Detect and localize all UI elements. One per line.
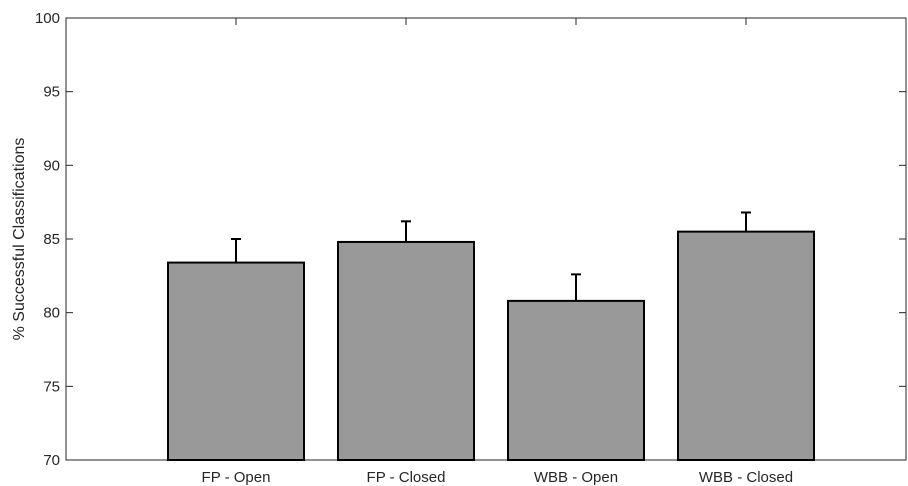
- y-tick-label: 90: [43, 157, 60, 174]
- bar-fp-closed: [337, 240, 475, 461]
- y-tick-label: 85: [43, 231, 60, 248]
- bar-wbb-open: [507, 299, 645, 461]
- y-tick-label: 80: [43, 305, 60, 322]
- bar-wbb-closed: [677, 230, 815, 461]
- y-tick-label: 95: [43, 84, 60, 101]
- y-tick-label: 100: [35, 10, 60, 27]
- y-axis-title: % Successful Classifications: [11, 138, 28, 341]
- y-axis-ticks: 70 75 80 85 90 95 100: [35, 10, 906, 469]
- bar-fp-open: [167, 261, 305, 461]
- x-tick-label: WBB - Closed: [699, 469, 793, 486]
- x-tick-label: WBB - Open: [534, 469, 618, 486]
- bars: [167, 211, 815, 461]
- x-tick-label: FP - Closed: [367, 469, 446, 486]
- x-axis-ticks: FP - Open FP - Closed WBB - Open WBB - Clos…: [202, 18, 793, 486]
- y-tick-label: 75: [43, 378, 60, 395]
- x-tick-label: FP - Open: [202, 469, 271, 486]
- y-tick-label: 70: [43, 452, 60, 469]
